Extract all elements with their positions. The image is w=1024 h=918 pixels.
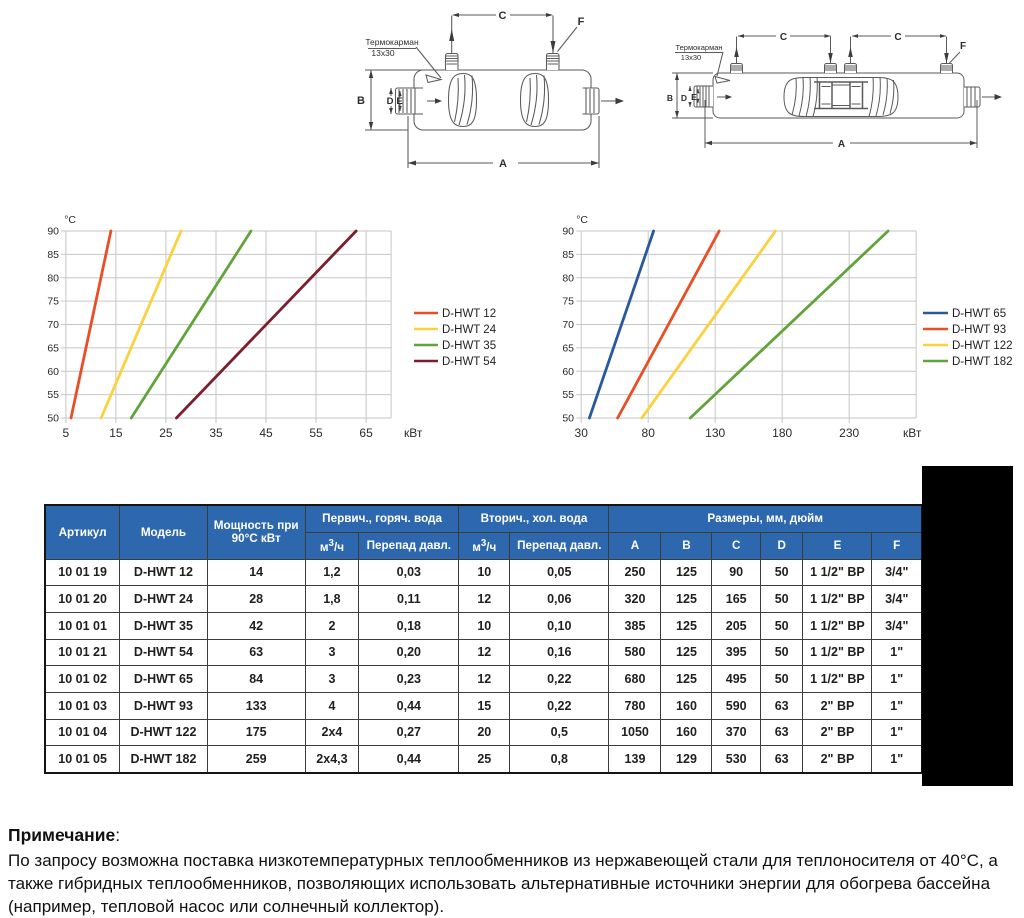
svg-text:D-HWT 122: D-HWT 122 (952, 340, 1013, 352)
svg-text:55: 55 (309, 426, 323, 440)
svg-text:F: F (578, 16, 585, 28)
svg-text:50: 50 (562, 413, 574, 425)
svg-text:75: 75 (47, 296, 59, 308)
svg-text:65: 65 (359, 426, 373, 440)
svg-text:°C: °C (576, 214, 588, 226)
svg-text:80: 80 (562, 272, 574, 284)
svg-text:C: C (894, 32, 901, 43)
svg-text:D-HWT 35: D-HWT 35 (442, 340, 496, 352)
svg-text:C: C (499, 10, 507, 22)
svg-text:130: 130 (705, 426, 725, 440)
svg-text:C: C (780, 32, 787, 43)
svg-text:75: 75 (562, 296, 574, 308)
svg-text:°C: °C (64, 214, 76, 226)
svg-text:кВт: кВт (404, 426, 423, 440)
svg-text:50: 50 (47, 413, 59, 425)
svg-text:55: 55 (47, 389, 59, 401)
svg-text:D-HWT 24: D-HWT 24 (442, 324, 497, 336)
svg-text:Термокарман: Термокарман (675, 43, 722, 52)
svg-text:80: 80 (47, 272, 59, 284)
svg-text:B: B (357, 95, 365, 107)
svg-text:D: D (387, 96, 394, 107)
svg-text:F: F (960, 41, 966, 52)
svg-text:13x30: 13x30 (371, 48, 394, 58)
svg-text:D-HWT 182: D-HWT 182 (952, 356, 1013, 368)
svg-text:30: 30 (575, 426, 589, 440)
svg-text:B: B (667, 93, 673, 103)
svg-text:85: 85 (47, 249, 59, 261)
svg-text:A: A (499, 158, 507, 170)
svg-text:90: 90 (47, 226, 59, 238)
svg-text:70: 70 (562, 319, 574, 331)
svg-text:65: 65 (47, 343, 59, 355)
svg-text:15: 15 (109, 426, 123, 440)
svg-text:55: 55 (562, 389, 574, 401)
svg-text:85: 85 (562, 249, 574, 261)
svg-text:D-HWT 93: D-HWT 93 (952, 324, 1006, 336)
svg-text:45: 45 (259, 426, 273, 440)
svg-text:E: E (396, 96, 402, 107)
svg-text:D-HWT 12: D-HWT 12 (442, 308, 496, 320)
svg-text:A: A (838, 139, 845, 150)
svg-text:60: 60 (47, 366, 59, 378)
svg-text:230: 230 (839, 426, 859, 440)
svg-text:5: 5 (63, 426, 70, 440)
svg-text:13x30: 13x30 (681, 53, 701, 62)
svg-text:D-HWT 54: D-HWT 54 (442, 356, 497, 368)
svg-text:D: D (681, 93, 687, 103)
svg-text:180: 180 (772, 426, 792, 440)
svg-text:35: 35 (209, 426, 223, 440)
svg-text:25: 25 (159, 426, 173, 440)
svg-text:D-HWT 65: D-HWT 65 (952, 308, 1006, 320)
svg-text:E: E (691, 92, 697, 102)
svg-text:60: 60 (562, 366, 574, 378)
svg-text:Термокарман: Термокарман (365, 37, 419, 47)
svg-text:70: 70 (47, 319, 59, 331)
svg-text:90: 90 (562, 226, 574, 238)
svg-text:кВт: кВт (903, 426, 922, 440)
svg-text:65: 65 (562, 343, 574, 355)
svg-text:80: 80 (642, 426, 656, 440)
